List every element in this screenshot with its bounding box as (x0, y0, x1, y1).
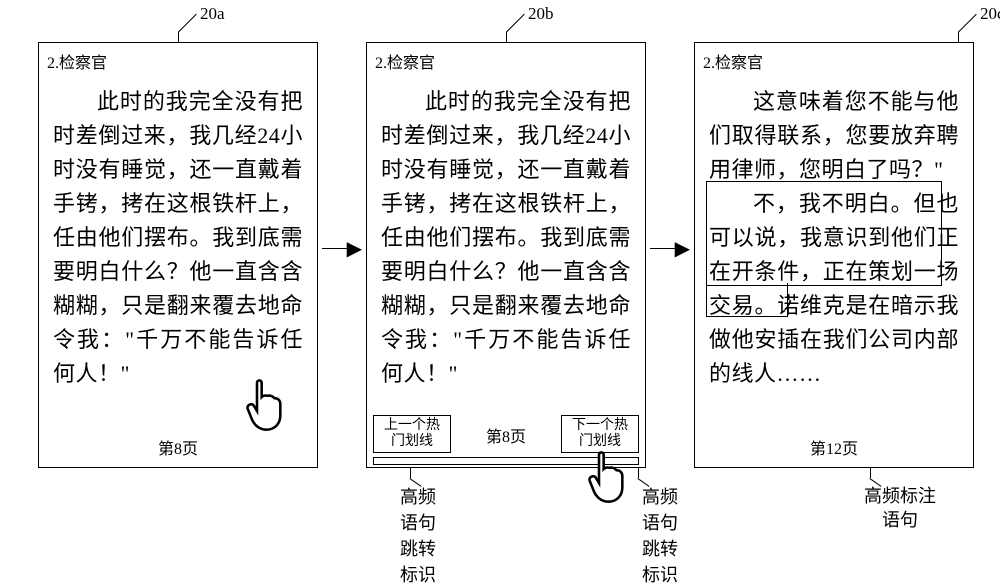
highlight-box-main (706, 181, 942, 286)
callout-label-a: 20a (200, 4, 225, 24)
pointer-icon-b (582, 448, 630, 504)
screen-b-body: 此时的我完全没有把时差倒过来，我几经24小时没有睡觉，还一直戴着手铐，拷在这根铁… (367, 75, 645, 391)
annot-label-c: 高频标注语句 (860, 484, 940, 532)
screen-b-para: 此时的我完全没有把时差倒过来，我几经24小时没有睡觉，还一直戴着手铐，拷在这根铁… (381, 85, 631, 391)
annot-tick-b-right (638, 468, 639, 478)
screen-a-para: 此时的我完全没有把时差倒过来，我几经24小时没有睡觉，还一直戴着手铐，拷在这根铁… (53, 85, 303, 391)
screen-c-body: 这意味着您不能与他们取得联系，您要放弃聘用律师，您明白了吗？" 不，我不明白。但… (695, 75, 973, 391)
screen-b: 2.检察官 此时的我完全没有把时差倒过来，我几经24小时没有睡觉，还一直戴着手铐… (366, 42, 646, 468)
callout-slash-c (958, 14, 977, 33)
screen-a-header: 2.检察官 (39, 43, 317, 75)
callout-tick-c (958, 32, 959, 42)
screen-c-header: 2.检察官 (695, 43, 973, 75)
screen-a-page: 第8页 (39, 435, 317, 459)
annot-tick-c (870, 468, 871, 478)
annot-tick-b-left (410, 468, 411, 478)
screen-c-para1: 这意味着您不能与他们取得联系，您要放弃聘用律师，您明白了吗？" (709, 85, 959, 187)
screen-c: 2.检察官 这意味着您不能与他们取得联系，您要放弃聘用律师，您明白了吗？" 不，… (694, 42, 974, 468)
highlight-box-tail (706, 283, 788, 317)
pointer-icon-a (240, 376, 288, 432)
screen-c-page: 第12页 (695, 435, 973, 459)
callout-slash-a (178, 14, 197, 33)
callout-label-b: 20b (528, 4, 554, 24)
callout-slash-b (506, 14, 525, 33)
diagram-canvas: 20a 20b 20c 2.检察官 此时的我完全没有把时差倒过来，我几经24小时… (0, 0, 1000, 586)
arrow-b-to-c: ▶ (650, 248, 690, 249)
screen-a-body: 此时的我完全没有把时差倒过来，我几经24小时没有睡觉，还一直戴着手铐，拷在这根铁… (39, 75, 317, 391)
arrow-a-to-b: ▶ (322, 248, 362, 249)
callout-tick-b (506, 32, 507, 42)
prev-hot-underline-button[interactable]: 上一个热门划线 (373, 415, 451, 453)
annot-label-b-right: 高频语句跳转标识 (640, 484, 680, 588)
annot-label-b-left: 高频语句跳转标识 (398, 484, 438, 588)
screen-b-header: 2.检察官 (367, 43, 645, 75)
callout-label-c: 20c (980, 4, 1000, 24)
callout-tick-a (178, 32, 179, 42)
